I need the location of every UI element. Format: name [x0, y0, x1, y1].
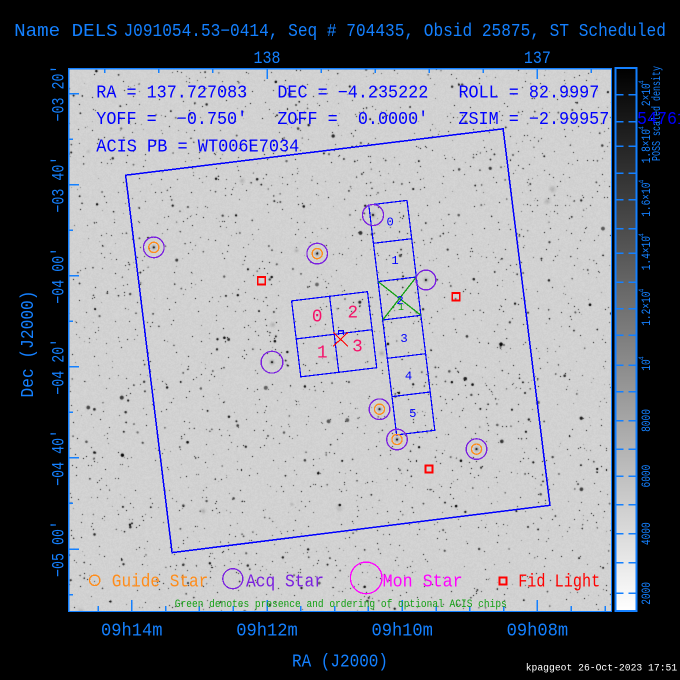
- svg-text:5: 5: [409, 407, 416, 421]
- svg-text:−05 00′: −05 00′: [49, 521, 69, 577]
- svg-text:09h10m: 09h10m: [371, 622, 433, 642]
- svg-text:−04 20′: −04 20′: [49, 339, 69, 395]
- svg-text:YOFF = −0.750′ ZOFF = 0.00: YOFF = −0.750′ ZOFF = 0.0000′ ZSIM = −2.…: [96, 110, 609, 130]
- svg-text:4: 4: [639, 80, 647, 84]
- svg-text:6000: 6000: [639, 465, 654, 488]
- svg-text:−04 00′: −04 00′: [49, 248, 69, 304]
- svg-text:1.6×10: 1.6×10: [639, 183, 654, 217]
- svg-text:RA = 137.727083 DEC = −4.235: RA = 137.727083 DEC = −4.235222 ROLL = 8…: [96, 83, 599, 103]
- svg-text:1.2×10: 1.2×10: [639, 292, 654, 326]
- svg-text:138: 138: [254, 49, 281, 69]
- svg-text:1: 1: [317, 344, 328, 364]
- svg-text:Mon Star: Mon Star: [383, 572, 463, 592]
- svg-text:POSS scaled density: POSS scaled density: [651, 66, 664, 161]
- svg-text:8000: 8000: [639, 409, 654, 432]
- svg-text:0: 0: [387, 215, 394, 229]
- svg-text:4: 4: [639, 126, 647, 130]
- svg-text:1: 1: [398, 303, 404, 314]
- svg-text:−04 40′: −04 40′: [49, 430, 69, 486]
- svg-text:1.8×10: 1.8×10: [639, 129, 654, 163]
- svg-text:4000: 4000: [639, 522, 654, 545]
- svg-text:3: 3: [400, 332, 407, 346]
- svg-text:137: 137: [524, 49, 551, 69]
- svg-text:ACIS PB = WT006E7034: ACIS PB = WT006E7034: [96, 138, 299, 158]
- svg-text:2000: 2000: [639, 582, 654, 605]
- svg-text:RA (J2000): RA (J2000): [292, 652, 388, 673]
- svg-text:4: 4: [405, 370, 412, 384]
- svg-text:4: 4: [639, 356, 647, 360]
- svg-text:4: 4: [639, 180, 647, 184]
- svg-text:1.4×10: 1.4×10: [639, 236, 654, 270]
- svg-text:2×10: 2×10: [639, 83, 654, 106]
- svg-text:Dec (J2000): Dec (J2000): [18, 291, 39, 398]
- svg-text:2: 2: [396, 294, 403, 308]
- svg-text:09h08m: 09h08m: [507, 622, 569, 642]
- svg-text:Green denotes presence and ord: Green denotes presence and ordering of o…: [175, 599, 507, 611]
- svg-text:Guide Star: Guide Star: [112, 572, 209, 592]
- svg-text:2: 2: [348, 304, 359, 324]
- svg-text:4: 4: [639, 289, 647, 293]
- svg-text:J091054.53−0414, Seq # 704435,: J091054.53−0414, Seq # 704435, Obsid 258…: [124, 22, 666, 42]
- svg-text:−03 40′: −03 40′: [49, 157, 69, 213]
- svg-text:Fid Light: Fid Light: [518, 572, 600, 592]
- svg-text:09h12m: 09h12m: [236, 622, 298, 642]
- svg-text:0: 0: [312, 308, 323, 328]
- svg-text:kpaggeot 26-Oct-2023 17:51: kpaggeot 26-Oct-2023 17:51: [526, 663, 678, 675]
- svg-text:54761: 54761: [637, 110, 680, 130]
- svg-text:Name DELS: Name DELS: [14, 22, 117, 42]
- svg-text:1: 1: [391, 254, 398, 268]
- svg-text:Acq Star: Acq Star: [246, 572, 324, 592]
- svg-text:4: 4: [639, 233, 647, 237]
- svg-text:10: 10: [639, 359, 654, 370]
- svg-text:09h14m: 09h14m: [101, 622, 163, 642]
- svg-text:−03 20′: −03 20′: [49, 66, 69, 122]
- svg-text:3: 3: [352, 338, 363, 358]
